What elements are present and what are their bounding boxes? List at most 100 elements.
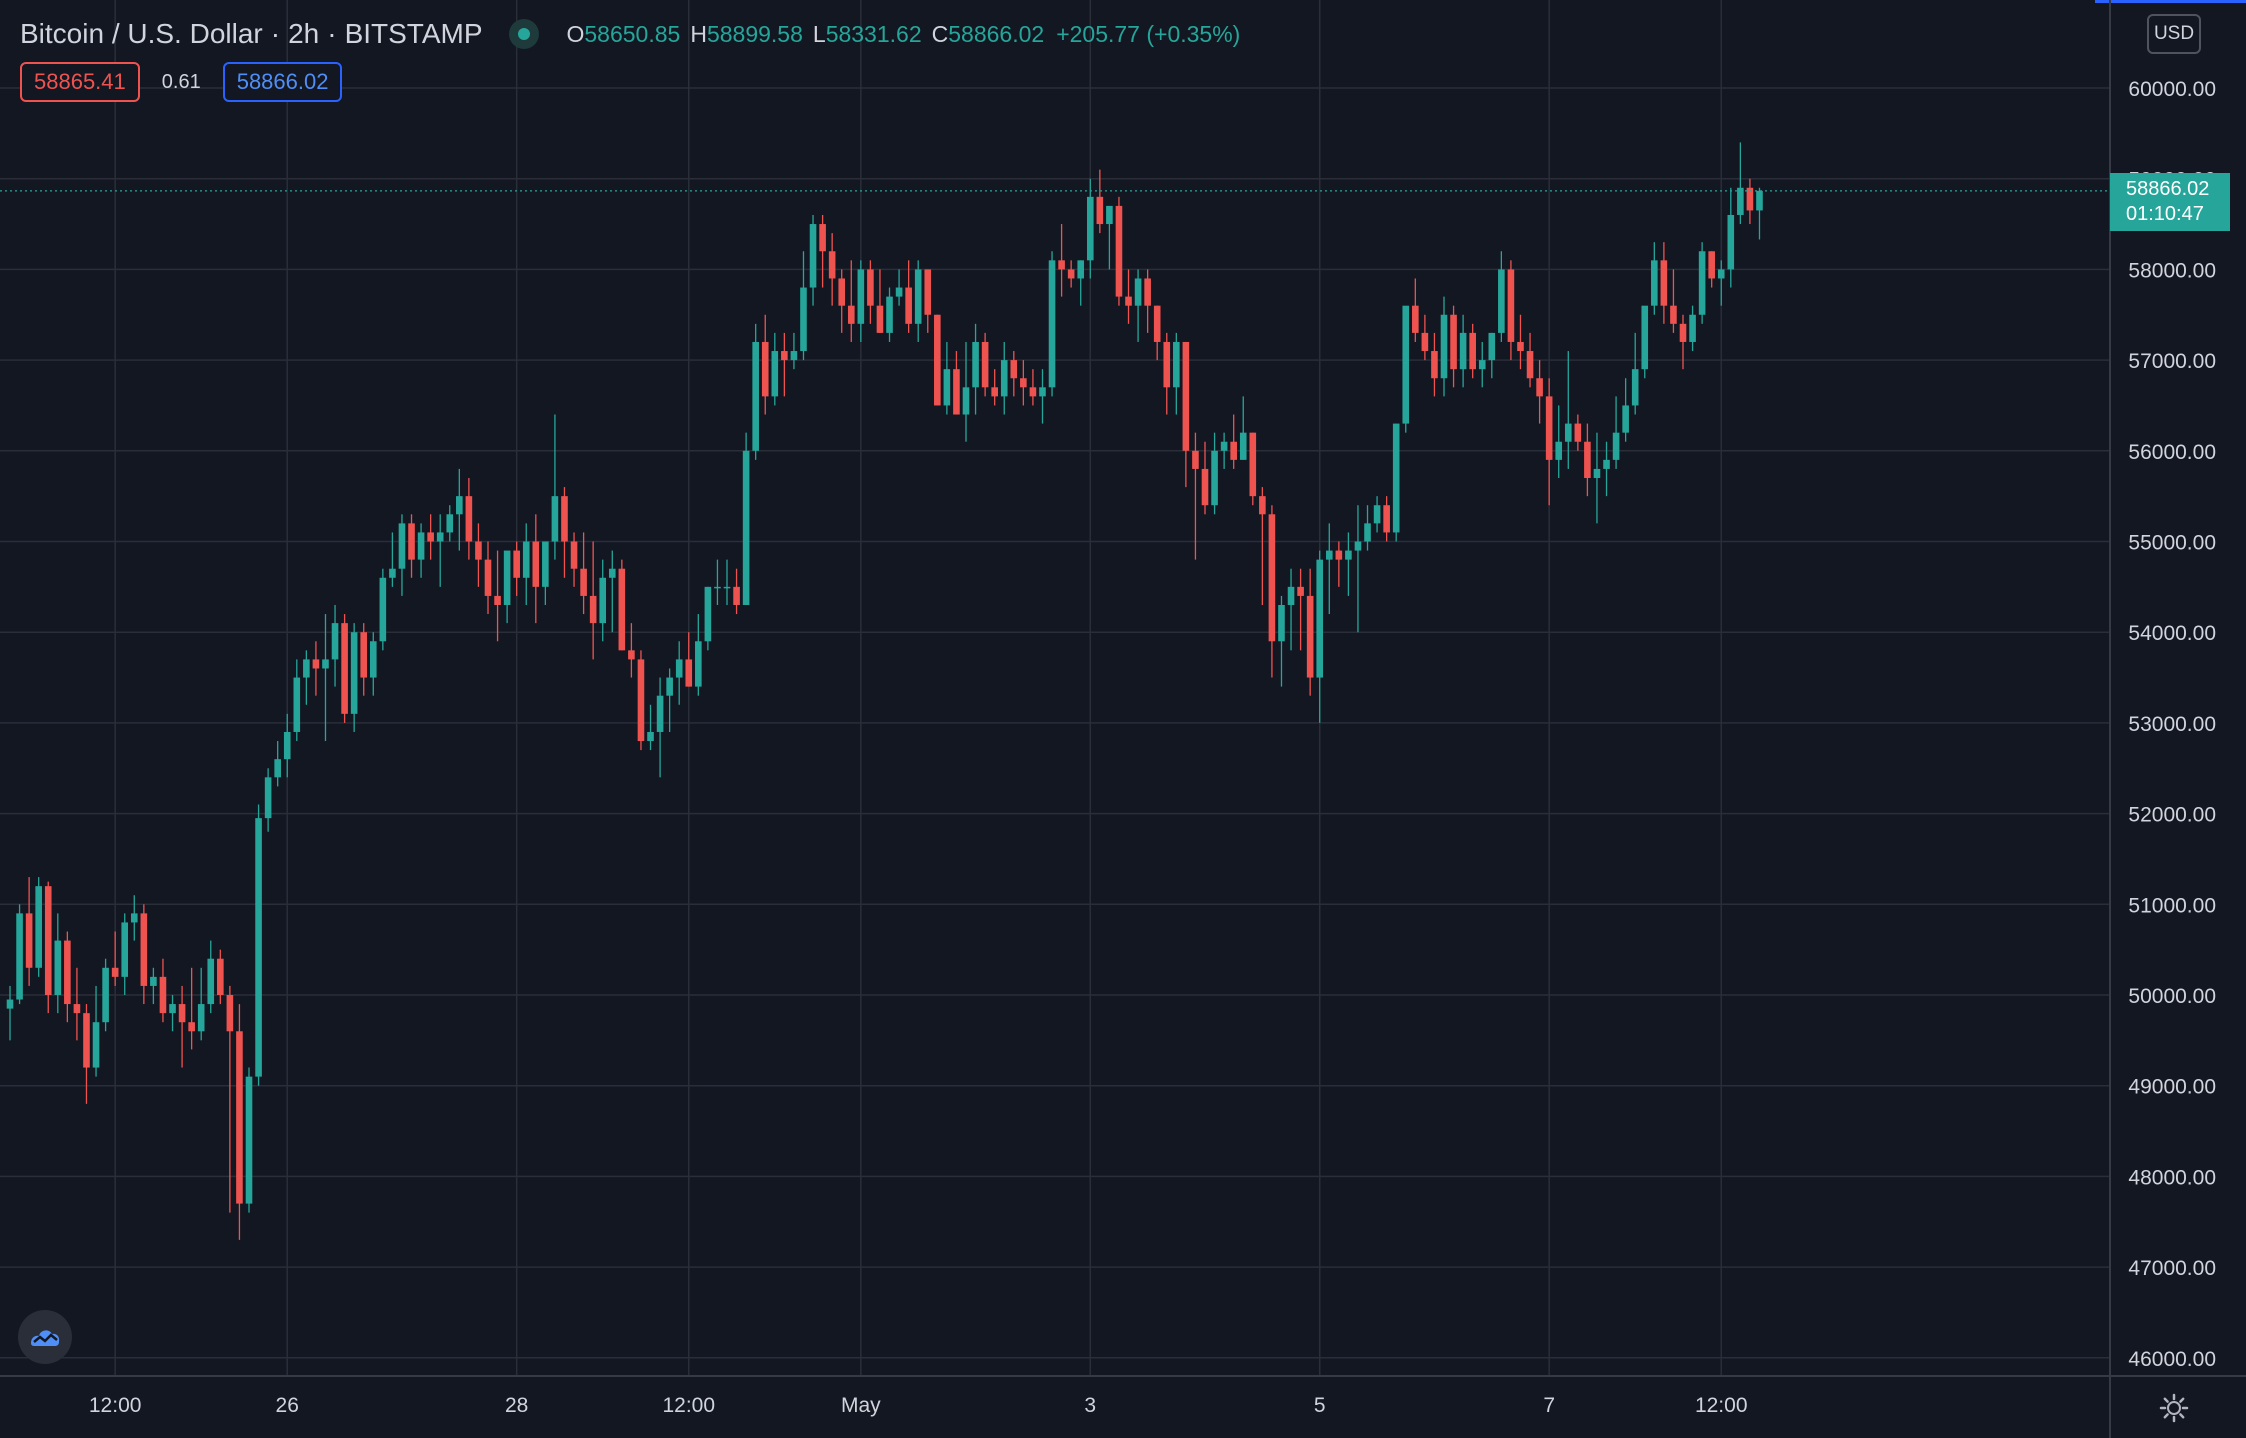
candle-body [809, 224, 817, 288]
tradingview-cloud-icon[interactable] [18, 1310, 72, 1364]
candle-body [570, 541, 578, 569]
sell-button[interactable]: 58865.41 [20, 62, 140, 102]
candle [465, 478, 473, 560]
candle-body [1182, 341, 1190, 451]
candle [1651, 242, 1658, 315]
buy-button[interactable]: 58866.02 [222, 62, 343, 102]
candle [44, 881, 52, 1014]
candle-body [379, 577, 387, 642]
y-tick-label: 51000.00 [2128, 894, 2216, 917]
candle [733, 568, 740, 615]
candle-body [293, 677, 301, 732]
candle [341, 614, 348, 723]
candle-body [1096, 196, 1104, 225]
candle-body [876, 305, 884, 333]
candle-body [628, 650, 635, 660]
candle-body [513, 550, 520, 578]
candle-body [360, 632, 368, 678]
candle-body [819, 224, 826, 252]
x-tick-label: 28 [505, 1394, 528, 1417]
candle-body [1077, 260, 1085, 279]
candle-body [1660, 260, 1668, 306]
candle [752, 323, 759, 460]
candle [991, 369, 998, 406]
candle-body [934, 314, 941, 406]
candle-body [1249, 432, 1257, 497]
candle [1603, 441, 1610, 497]
candle [1239, 396, 1247, 460]
candle [1622, 378, 1629, 442]
candle-body [169, 1004, 176, 1014]
candle-body [456, 496, 463, 515]
candle-body [867, 269, 874, 306]
candle-body [1670, 305, 1677, 324]
candle [178, 985, 186, 1068]
candle [1325, 523, 1333, 615]
candle [283, 713, 291, 778]
candle [236, 1004, 243, 1240]
candle-body [733, 586, 740, 605]
candle-body [1469, 332, 1476, 370]
currency-button[interactable]: USD [2147, 14, 2201, 54]
candle [1134, 269, 1142, 342]
candle [1698, 242, 1706, 324]
candle [570, 532, 578, 587]
candle-body [1507, 269, 1515, 342]
candle-body [1412, 305, 1419, 333]
y-tick-label: 47000.00 [2128, 1257, 2216, 1280]
candle [350, 623, 358, 732]
candle-body [1478, 360, 1486, 370]
candle-body [16, 913, 23, 1000]
interval-label[interactable]: 2h [288, 18, 320, 49]
ohlc-readout: O 58650.85 H 58899.58 L 58331.62 C 58866.02 … [567, 21, 1241, 48]
y-tick-label: 57000.00 [2128, 350, 2216, 373]
candle [1220, 432, 1228, 469]
candle-body [1402, 305, 1410, 424]
candle [1077, 260, 1085, 306]
candle [1306, 568, 1314, 696]
candle-body [924, 269, 932, 315]
candle-body [675, 659, 683, 678]
high-value: 58899.58 [706, 20, 803, 47]
candle-body [1115, 205, 1123, 297]
candle-body [551, 496, 559, 542]
last-price-value: 58866.02 [2126, 178, 2210, 200]
candle-body [761, 341, 769, 397]
candle [1086, 178, 1094, 279]
x-tick-label: 3 [1084, 1394, 1096, 1417]
candle [628, 623, 635, 678]
candle-body [427, 532, 434, 542]
candle-body [1689, 314, 1696, 342]
gear-icon[interactable] [2156, 1390, 2192, 1426]
settings-gear-icon [2159, 1393, 2189, 1423]
x-tick-label: 12:00 [1695, 1394, 1748, 1417]
candle [1564, 351, 1572, 469]
candle-body [312, 659, 320, 669]
candle [1278, 595, 1285, 687]
candle-body [341, 623, 348, 714]
candle-body [274, 759, 281, 778]
candle [1756, 187, 1763, 240]
candle-body [1717, 269, 1725, 279]
candle-body [742, 450, 750, 605]
candle-body [245, 1076, 253, 1204]
candle-body [1125, 296, 1132, 306]
candle [1584, 423, 1591, 497]
candle [1010, 351, 1018, 397]
symbol-name[interactable]: Bitcoin / U.S. Dollar [20, 18, 263, 49]
candle [905, 260, 912, 333]
candle [800, 251, 807, 361]
candle [475, 523, 482, 587]
candle [1450, 305, 1457, 388]
candle-body [1612, 432, 1620, 460]
x-tick-label: 12:00 [662, 1394, 715, 1417]
candle-body [1239, 432, 1247, 460]
candle [1354, 505, 1362, 633]
candle-body [121, 922, 129, 977]
candle-body [666, 677, 673, 696]
candle [35, 877, 42, 977]
candle-body [790, 351, 798, 361]
candle [369, 632, 377, 696]
